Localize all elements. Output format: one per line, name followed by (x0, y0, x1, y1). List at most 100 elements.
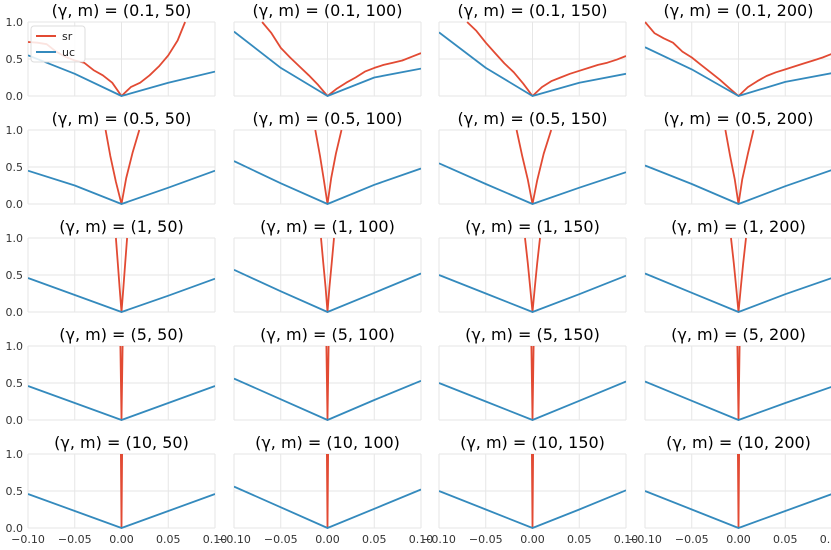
panel-title: (γ, m) = (10, 50) (54, 433, 189, 452)
x-tick-label: −0.10 (628, 533, 662, 546)
series-line-sr (466, 21, 626, 97)
series-line-uc (28, 493, 215, 529)
panel-title: (γ, m) = (5, 200) (671, 325, 806, 344)
legend-label-uc: uc (62, 46, 75, 59)
y-tick-label: 0.5 (6, 161, 24, 174)
y-tick-label: 0.5 (6, 485, 24, 498)
panel-title: (γ, m) = (0.1, 50) (52, 1, 192, 20)
panel-3-0: (γ, m) = (5, 50) 0.0 0.5 1.0 (6, 325, 216, 427)
x-tick-label: 0.10 (409, 533, 434, 546)
panel-title: (γ, m) = (10, 100) (255, 433, 400, 452)
y-tick-label: 1.0 (6, 232, 24, 245)
series-line-sr (737, 453, 740, 529)
panel-4-2: (γ, m) = (10, 150) −0.10 −0.05 0.00 0.05 0.10 (422, 433, 638, 546)
panel-title: (γ, m) = (1, 50) (59, 217, 183, 236)
x-tick-label: 0.05 (156, 533, 181, 546)
series-line-sr (531, 453, 534, 529)
panel-0-3: (γ, m) = (0.1, 200) (644, 1, 831, 97)
x-tick-label: −0.05 (469, 533, 503, 546)
panel-4-0: (γ, m) = (10, 50) 0.0 0.5 1.0 −0.10 −0.05 0.00… (6, 433, 228, 546)
series-line-sr (120, 453, 123, 529)
series-line-uc (645, 490, 831, 529)
panel-1-3: (γ, m) = (0.5, 200) (644, 109, 831, 205)
series-line-uc (28, 54, 215, 97)
x-tick-label: −0.10 (217, 533, 251, 546)
y-tick-label: 0.0 (6, 198, 24, 211)
series-line-uc (234, 485, 421, 529)
series-line-uc (645, 164, 831, 205)
y-tick-label: 0.5 (6, 377, 24, 390)
panel-title: (γ, m) = (1, 100) (260, 217, 395, 236)
legend-box (30, 25, 86, 63)
panel-2-0: (γ, m) = (1, 50) 0.0 0.5 1.0 (6, 217, 216, 319)
x-tick-label: −0.10 (11, 533, 45, 546)
x-tick-label: −0.05 (675, 533, 709, 546)
panel-2-1: (γ, m) = (1, 100) (233, 217, 422, 313)
y-tick-label: 1.0 (6, 124, 24, 137)
panel-title: (γ, m) = (10, 150) (460, 433, 605, 452)
x-tick-label: 0.05 (362, 533, 387, 546)
series-line-uc (439, 31, 626, 97)
x-tick-label: 0.00 (726, 533, 751, 546)
panel-title: (γ, m) = (5, 150) (465, 325, 600, 344)
y-tick-label: 0.5 (6, 53, 24, 66)
panel-2-2: (γ, m) = (1, 150) (438, 217, 627, 313)
series-line-uc (439, 489, 626, 529)
panel-1-1: (γ, m) = (0.5, 100) (233, 109, 422, 205)
series-line-uc (645, 46, 831, 97)
x-tick-label: −0.05 (58, 533, 92, 546)
panel-3-3: (γ, m) = (5, 200) (644, 325, 831, 421)
panel-title: (γ, m) = (1, 150) (465, 217, 600, 236)
panel-3-2: (γ, m) = (5, 150) (438, 325, 627, 421)
panel-title: (γ, m) = (0.1, 150) (458, 1, 608, 20)
x-tick-label: 0.00 (315, 533, 340, 546)
x-tick-label: 0.00 (109, 533, 134, 546)
y-tick-label: 1.0 (6, 16, 24, 29)
series-line-uc (234, 377, 421, 421)
x-tick-label: −0.10 (422, 533, 456, 546)
y-tick-label: 1.0 (6, 448, 24, 461)
series-line-uc (234, 268, 421, 313)
panel-3-1: (γ, m) = (5, 100) (233, 325, 422, 421)
series-line-uc (28, 169, 215, 205)
x-tick-label: 0.05 (567, 533, 592, 546)
panel-title: (γ, m) = (5, 100) (260, 325, 395, 344)
panel-1-0: (γ, m) = (0.5, 50) 0.0 0.5 1.0 (6, 109, 216, 211)
series-line-uc (234, 160, 421, 205)
panel-0-0: (γ, m) = (0.1, 50) 0.0 0.5 1.0 sr uc (6, 1, 216, 103)
panel-title: (γ, m) = (1, 200) (671, 217, 806, 236)
panel-title: (γ, m) = (0.1, 100) (253, 1, 403, 20)
series-line-uc (439, 274, 626, 313)
y-tick-label: 0.5 (6, 269, 24, 282)
panel-title: (γ, m) = (0.1, 200) (664, 1, 814, 20)
y-tick-label: 0.0 (6, 522, 24, 535)
y-tick-label: 0.0 (6, 306, 24, 319)
panel-title: (γ, m) = (0.5, 50) (52, 109, 192, 128)
x-tick-label: 0.05 (773, 533, 798, 546)
series-line-uc (234, 30, 421, 97)
panel-0-2: (γ, m) = (0.1, 150) (438, 1, 627, 97)
legend-label-sr: sr (62, 30, 73, 43)
series-line-sr (261, 21, 421, 97)
panel-4-3: (γ, m) = (10, 200) −0.10 −0.05 0.00 0.05 0.10 (628, 433, 831, 546)
y-tick-label: 0.0 (6, 414, 24, 427)
panel-title: (γ, m) = (10, 200) (666, 433, 811, 452)
series-line-uc (439, 162, 626, 205)
y-tick-label: 1.0 (6, 340, 24, 353)
panel-0-1: (γ, m) = (0.1, 100) (233, 1, 422, 97)
x-tick-label: 0.10 (820, 533, 831, 546)
series-line-uc (645, 272, 831, 313)
panel-title: (γ, m) = (0.5, 150) (458, 109, 608, 128)
panel-title: (γ, m) = (0.5, 200) (664, 109, 814, 128)
series-line-uc (28, 277, 215, 313)
legend: sr uc (30, 25, 86, 63)
panel-title: (γ, m) = (0.5, 100) (253, 109, 403, 128)
series-line-sr (326, 453, 329, 529)
x-tick-label: 0.00 (520, 533, 545, 546)
series-line-uc (645, 380, 831, 421)
y-tick-label: 0.0 (6, 90, 24, 103)
panel-2-3: (γ, m) = (1, 200) (644, 217, 831, 313)
x-tick-label: −0.05 (264, 533, 298, 546)
panel-title: (γ, m) = (5, 50) (59, 325, 183, 344)
